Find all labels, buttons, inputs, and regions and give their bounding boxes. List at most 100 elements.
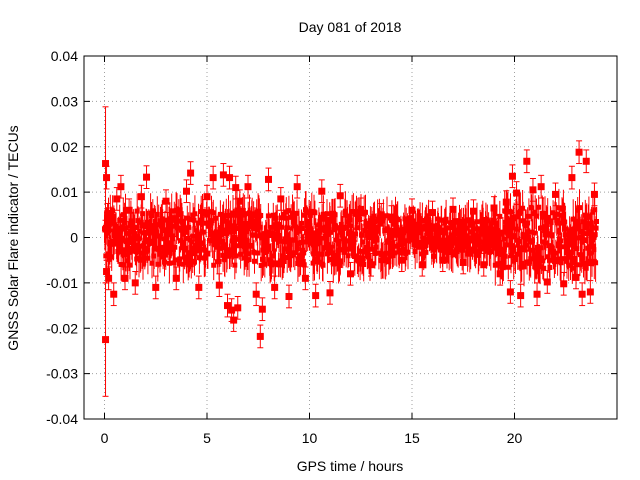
data-point	[131, 279, 139, 287]
data-point	[102, 336, 110, 344]
y-tick-label: -0.04	[46, 411, 78, 427]
x-axis-label: GPS time / hours	[297, 458, 404, 474]
data-point	[429, 209, 436, 217]
x-tick-label: 15	[404, 430, 420, 446]
axis-ticks: 0 5 10 15 20 -0.04 -0.03 -0.02 -0.01 0 0.01 0.02 0.0…	[46, 48, 617, 446]
data-point	[117, 183, 125, 191]
data-point	[470, 207, 477, 215]
data-point	[203, 193, 211, 201]
data-point	[449, 205, 457, 213]
data-point	[232, 184, 240, 192]
data-point	[326, 289, 334, 297]
data-point	[258, 305, 266, 313]
data-point	[490, 204, 498, 212]
data-point	[187, 169, 195, 177]
data-point	[568, 174, 576, 182]
noise-band	[102, 188, 599, 287]
data-point	[301, 274, 309, 282]
data-point	[418, 261, 426, 269]
y-tick-label: -0.01	[46, 275, 78, 291]
data-point	[517, 292, 525, 300]
data-point	[277, 195, 285, 203]
data-point	[228, 306, 236, 314]
x-tick-label: 10	[302, 430, 318, 446]
data-point	[234, 304, 242, 312]
data-point	[224, 302, 231, 310]
data-point	[219, 171, 227, 179]
data-point	[367, 261, 375, 269]
data-point	[543, 278, 551, 286]
data-point	[105, 274, 113, 282]
data-point	[293, 183, 301, 191]
y-tick-label: 0.04	[51, 48, 78, 64]
data-point	[496, 270, 504, 278]
data-point	[523, 157, 531, 165]
data-point	[121, 274, 129, 282]
data-point	[318, 187, 326, 195]
data-point	[480, 261, 488, 269]
y-tick-label: 0	[70, 230, 78, 246]
data-point	[226, 174, 234, 182]
y-tick-label: 0.02	[51, 139, 78, 155]
data-point	[103, 268, 111, 276]
data-point	[357, 205, 365, 213]
data-point	[408, 206, 416, 214]
data-point	[244, 183, 252, 191]
data-point	[172, 274, 180, 282]
data-point	[502, 198, 510, 206]
data-point	[582, 157, 590, 165]
data-point	[529, 186, 537, 194]
data-point	[312, 292, 320, 300]
y-tick-label: 0.03	[51, 93, 78, 109]
y-axis-label: GNSS Solar Flare indicator / TECUs	[5, 125, 21, 350]
data-point	[265, 175, 272, 183]
data-point	[398, 256, 406, 264]
data-point	[107, 215, 115, 223]
data-point	[252, 290, 260, 298]
data-point	[285, 292, 293, 300]
data-point	[506, 288, 514, 296]
data-point	[125, 206, 133, 214]
x-tick-label: 20	[507, 430, 523, 446]
data-point	[552, 190, 559, 198]
data-point	[336, 192, 344, 200]
data-point	[459, 258, 467, 266]
data-point	[215, 281, 223, 289]
data-point	[271, 283, 279, 291]
data-point	[195, 283, 203, 291]
data-point	[575, 148, 583, 156]
data-point	[137, 193, 145, 201]
data-point	[572, 273, 580, 281]
data-point	[110, 290, 118, 298]
data-point	[256, 332, 264, 340]
y-tick-label: -0.03	[46, 366, 78, 382]
data-point	[113, 195, 121, 203]
data-point	[513, 189, 521, 197]
data-point	[104, 211, 112, 219]
data-point	[560, 280, 568, 288]
x-tick-label: 0	[101, 430, 109, 446]
data-point	[388, 213, 395, 221]
data-point	[102, 160, 110, 168]
data-point	[183, 187, 190, 195]
data-point	[586, 288, 594, 296]
data-point	[537, 183, 545, 191]
y-tick-label: 0.01	[51, 184, 78, 200]
chart-title: Day 081 of 2018	[299, 19, 402, 35]
noise-markers	[102, 204, 599, 271]
x-tick-label: 5	[203, 430, 211, 446]
y-tick-label: -0.02	[46, 320, 78, 336]
data-point	[209, 174, 217, 182]
data-point	[347, 270, 354, 278]
data-point	[236, 197, 244, 205]
data-point	[152, 283, 160, 291]
grid-lines	[84, 56, 617, 419]
data-point	[508, 172, 516, 180]
data-point	[103, 174, 111, 182]
data-points	[102, 106, 598, 397]
data-point	[578, 290, 586, 298]
data-point	[590, 190, 598, 198]
data-point	[533, 290, 541, 298]
data-point	[377, 211, 385, 219]
